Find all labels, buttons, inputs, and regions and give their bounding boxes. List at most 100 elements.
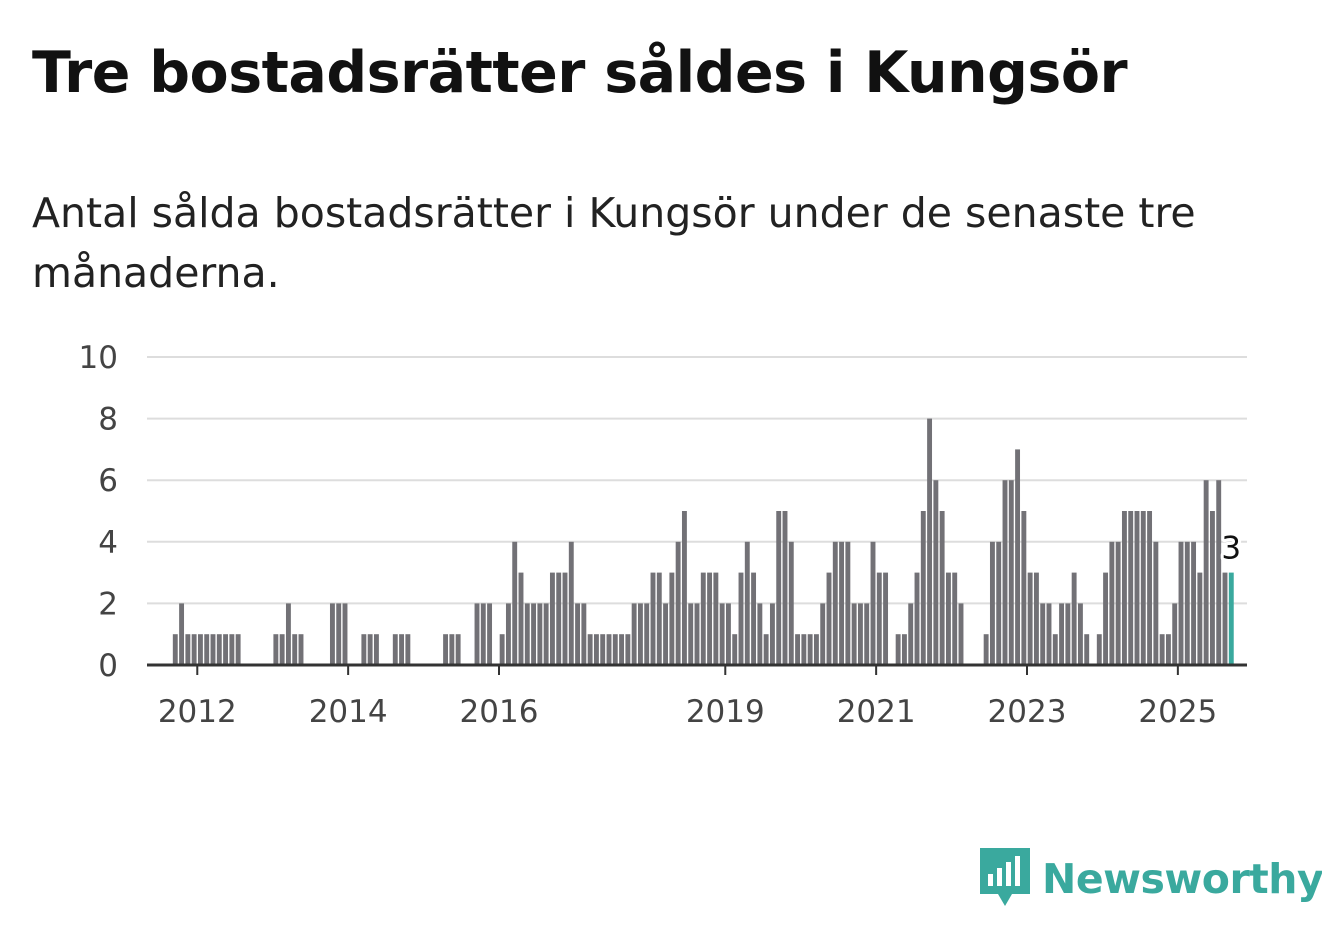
bar	[367, 634, 373, 665]
bar	[663, 603, 669, 665]
bar	[1065, 603, 1071, 665]
bar	[707, 572, 713, 665]
bar	[1002, 480, 1008, 665]
bar	[1071, 572, 1077, 665]
bar	[1103, 572, 1109, 665]
bar	[1178, 541, 1184, 665]
bar	[832, 541, 838, 665]
bar	[826, 572, 832, 665]
bar	[172, 634, 178, 665]
bar	[499, 634, 505, 665]
bar	[945, 572, 951, 665]
bar	[480, 603, 486, 665]
bar	[179, 603, 185, 665]
bar	[851, 603, 857, 665]
bar	[688, 603, 694, 665]
bar	[927, 418, 933, 665]
bar	[769, 603, 775, 665]
x-tick-label: 2019	[686, 694, 765, 730]
bar	[738, 572, 744, 665]
bar	[512, 541, 518, 665]
bar	[619, 634, 625, 665]
bar	[581, 603, 587, 665]
bar	[675, 541, 681, 665]
bar	[537, 603, 543, 665]
bar	[1184, 541, 1190, 665]
bar	[1040, 603, 1046, 665]
bar	[839, 541, 845, 665]
bar	[455, 634, 461, 665]
bar	[989, 541, 995, 665]
x-tick-label: 2021	[837, 694, 916, 730]
page-subtitle: Antal sålda bostadsrätter i Kungsör unde…	[32, 189, 1196, 297]
bar	[273, 634, 279, 665]
bar	[782, 511, 788, 665]
bar	[631, 603, 637, 665]
bar	[223, 634, 229, 665]
brand-logo: Newsworthy	[980, 848, 1322, 910]
bar	[474, 603, 480, 665]
bar	[612, 634, 618, 665]
bar	[1008, 480, 1014, 665]
bar	[920, 511, 926, 665]
bar	[543, 603, 549, 665]
bar	[1134, 511, 1140, 665]
bar	[1096, 634, 1102, 665]
data-label: 3	[1221, 531, 1241, 567]
bar	[1046, 603, 1052, 665]
bar	[813, 634, 819, 665]
bar	[191, 634, 197, 665]
bar	[505, 603, 511, 665]
bar	[185, 634, 191, 665]
bar	[895, 634, 901, 665]
bar	[713, 572, 719, 665]
bar	[681, 511, 687, 665]
bar	[625, 634, 631, 665]
y-tick-label: 0	[98, 648, 118, 684]
bar	[1222, 572, 1228, 665]
bar	[562, 572, 568, 665]
bar	[373, 634, 379, 665]
bar	[996, 541, 1002, 665]
brand-name: Newsworthy	[1042, 855, 1322, 903]
bar	[650, 572, 656, 665]
bar	[1021, 511, 1027, 665]
bar	[1059, 603, 1065, 665]
bar	[449, 634, 455, 665]
bar	[568, 541, 574, 665]
bar	[361, 634, 367, 665]
bar	[1128, 511, 1134, 665]
x-axis	[147, 663, 1247, 675]
bar	[845, 541, 851, 665]
bar	[1172, 603, 1178, 665]
bar	[1077, 603, 1083, 665]
bar	[1027, 572, 1033, 665]
bar	[1121, 511, 1127, 665]
bar	[1165, 634, 1171, 665]
axis-labels: 0 2 4 6 8 10 2012 2014 2016 2019 2021 2023 2025 3	[79, 340, 1245, 730]
bar	[1115, 541, 1121, 665]
bar	[644, 603, 650, 665]
x-tick-label: 2012	[158, 694, 237, 730]
grid-lines	[147, 356, 1247, 605]
bar	[725, 603, 731, 665]
bar	[656, 572, 662, 665]
bar	[575, 603, 581, 665]
bar	[958, 603, 964, 665]
bar	[857, 603, 863, 665]
bar-highlight	[1228, 572, 1234, 665]
bar	[864, 603, 870, 665]
bar	[329, 603, 335, 665]
bar	[751, 572, 757, 665]
bar	[524, 603, 530, 665]
bar	[1159, 634, 1165, 665]
bar	[637, 603, 643, 665]
bar	[342, 603, 348, 665]
bar	[1191, 541, 1197, 665]
bar	[1109, 541, 1115, 665]
bar	[732, 634, 738, 665]
bar	[914, 572, 920, 665]
bar	[1052, 634, 1058, 665]
y-tick-label: 6	[98, 463, 118, 499]
bar	[807, 634, 813, 665]
